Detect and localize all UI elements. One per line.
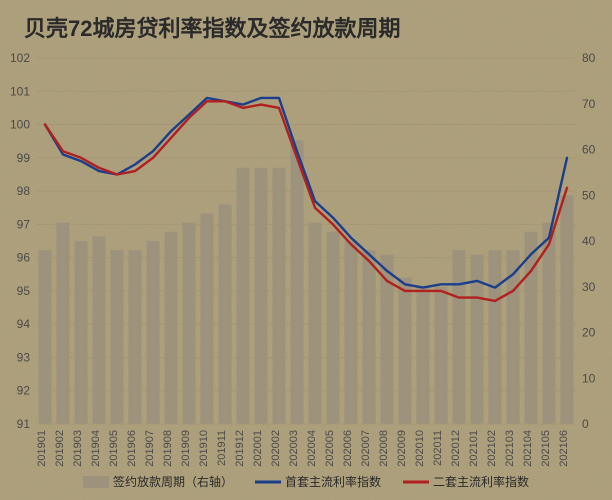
bar (129, 250, 142, 424)
legend-label: 二套主流利率指数 (433, 474, 529, 489)
bar (309, 223, 322, 424)
bar (489, 250, 502, 424)
x-tick: 201910 (198, 430, 210, 467)
x-tick: 202005 (324, 430, 336, 467)
x-tick: 202105 (540, 430, 552, 467)
y-right-tick: 20 (582, 326, 596, 340)
bar (273, 168, 286, 424)
y-left-tick: 98 (17, 184, 31, 198)
x-tick: 202001 (252, 430, 264, 467)
x-tick: 201906 (126, 430, 138, 467)
x-tick: 201907 (144, 430, 156, 467)
x-tick: 202102 (486, 430, 498, 467)
x-tick: 202104 (522, 430, 534, 467)
x-tick: 202002 (270, 430, 282, 467)
y-left-tick: 99 (17, 151, 31, 165)
x-tick: 201909 (180, 430, 192, 467)
chart-title-text: 贝壳72城房贷利率指数及签约放款周期 (24, 16, 400, 41)
bar (165, 232, 178, 424)
bar (39, 250, 52, 424)
x-tick: 202009 (396, 430, 408, 467)
legend-swatch-bar (83, 476, 109, 488)
y-left-tick: 94 (17, 317, 31, 331)
paper-noise (0, 0, 612, 500)
x-tick: 202011 (432, 430, 444, 466)
bar (219, 204, 232, 424)
bar (345, 241, 358, 424)
x-tick: 201902 (54, 430, 66, 467)
bar (417, 287, 430, 424)
y-right-tick: 60 (582, 143, 596, 157)
x-tick: 201904 (90, 430, 102, 467)
x-tick: 202103 (504, 430, 516, 467)
bar (327, 232, 340, 424)
x-tick: 202007 (360, 430, 372, 467)
bar (93, 236, 106, 424)
bar (561, 195, 574, 424)
x-tick: 201905 (108, 430, 120, 467)
rate-index-chart: 贝壳72城房贷利率指数及签约放款周期 贝壳72城房贷利率指数及签约放款周期919… (0, 0, 612, 500)
x-tick: 201911 (216, 430, 228, 466)
bar (363, 250, 376, 424)
y-left-tick: 91 (17, 417, 31, 431)
bar (183, 223, 196, 424)
bar (291, 140, 304, 424)
x-tick: 202010 (414, 430, 426, 467)
y-left-tick: 100 (10, 118, 30, 132)
y-left-tick: 101 (10, 84, 30, 98)
x-tick: 202106 (558, 430, 570, 467)
bar (435, 287, 448, 424)
bar (57, 223, 70, 424)
bar (453, 250, 466, 424)
y-right-tick: 0 (582, 417, 589, 431)
bar (255, 168, 268, 424)
y-right-tick: 80 (582, 51, 596, 65)
y-left-tick: 102 (10, 51, 30, 65)
y-right-tick: 40 (582, 234, 596, 248)
bar (399, 278, 412, 424)
x-tick: 202004 (306, 430, 318, 467)
x-tick: 202101 (468, 430, 480, 467)
y-left-tick: 97 (17, 217, 31, 231)
y-right-tick: 70 (582, 97, 596, 111)
x-tick: 201908 (162, 430, 174, 467)
bar (111, 250, 124, 424)
x-tick: 202012 (450, 430, 462, 467)
bar (237, 168, 250, 424)
x-tick: 202003 (288, 430, 300, 467)
y-right-tick: 30 (582, 280, 596, 294)
bar (75, 241, 88, 424)
y-right-tick: 10 (582, 371, 596, 385)
y-left-tick: 93 (17, 350, 31, 364)
y-left-tick: 92 (17, 384, 31, 398)
legend-label: 首套主流利率指数 (285, 474, 381, 489)
x-tick: 202006 (342, 430, 354, 467)
y-left-tick: 96 (17, 251, 31, 265)
y-right-tick: 50 (582, 188, 596, 202)
bar (147, 241, 160, 424)
x-tick: 201901 (36, 430, 48, 467)
legend-label: 签约放款周期（右轴） (113, 474, 233, 489)
y-left-tick: 95 (17, 284, 31, 298)
x-tick: 201903 (72, 430, 84, 467)
bar (201, 214, 214, 424)
x-tick: 202008 (378, 430, 390, 467)
x-tick: 201912 (234, 430, 246, 467)
